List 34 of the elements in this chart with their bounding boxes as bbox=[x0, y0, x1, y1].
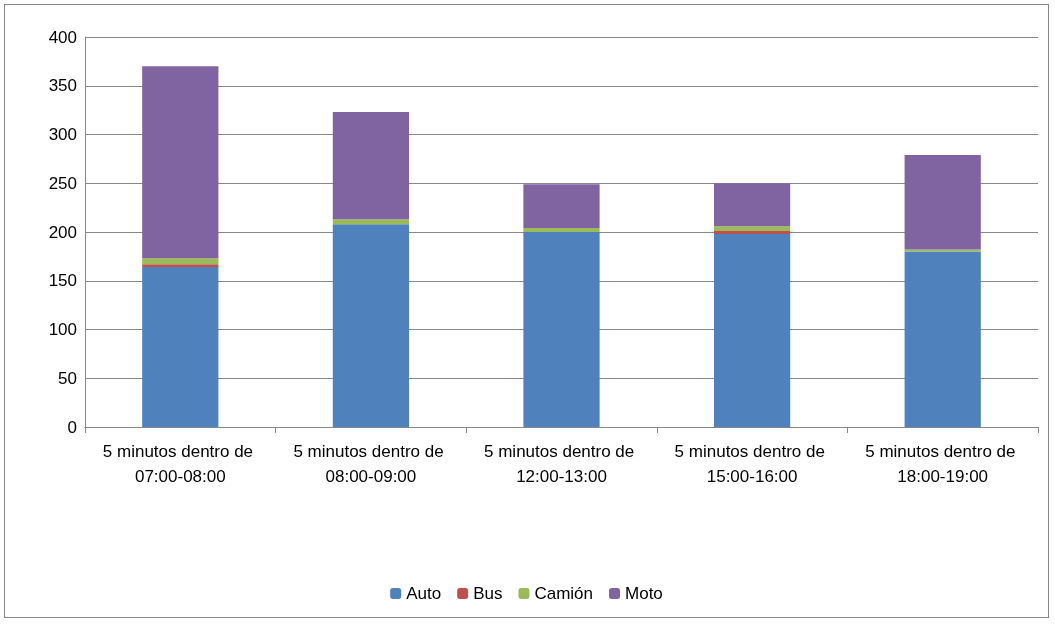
y-tick-label: 350 bbox=[48, 76, 77, 96]
legend-label: Camión bbox=[534, 584, 594, 603]
legend-label: Auto bbox=[406, 584, 442, 603]
bar bbox=[142, 258, 219, 265]
bar bbox=[523, 184, 600, 229]
x-tick-label: 5 minutos dentro de 18:00-19:00 bbox=[865, 442, 1021, 486]
y-tick-label: 100 bbox=[48, 320, 77, 339]
bar bbox=[713, 183, 791, 227]
y-tick-label: 300 bbox=[48, 125, 77, 144]
bar bbox=[523, 232, 600, 427]
y-tick-label: 50 bbox=[58, 368, 77, 388]
x-tick-label: 5 minutos dentro de 07:00-08:00 bbox=[102, 442, 258, 486]
bar bbox=[142, 66, 219, 259]
bar bbox=[713, 231, 791, 234]
y-tick-label: 200 bbox=[48, 222, 77, 242]
x-tick-label: 5 minutos dentro de 08:00-09:00 bbox=[293, 442, 449, 486]
bar bbox=[904, 251, 981, 427]
bar bbox=[523, 228, 600, 232]
y-tick-label: 400 bbox=[48, 27, 77, 47]
y-tick-label: 0 bbox=[67, 417, 77, 437]
bar bbox=[713, 226, 791, 232]
y-tick-label: 250 bbox=[48, 173, 77, 193]
legend-label: Bus bbox=[473, 584, 503, 603]
bar bbox=[142, 264, 219, 268]
legend-label: Moto bbox=[625, 584, 663, 603]
bar bbox=[904, 154, 981, 250]
bar bbox=[713, 233, 791, 427]
bar bbox=[332, 219, 410, 225]
bar bbox=[332, 224, 410, 427]
x-tick-label: 5 minutos dentro de 12:00-13:00 bbox=[484, 442, 639, 486]
x-tick-label: 5 minutos dentro de 15:00-16:00 bbox=[674, 442, 830, 486]
y-tick-label: 150 bbox=[48, 271, 77, 291]
bar bbox=[142, 267, 219, 427]
bar bbox=[332, 112, 410, 220]
